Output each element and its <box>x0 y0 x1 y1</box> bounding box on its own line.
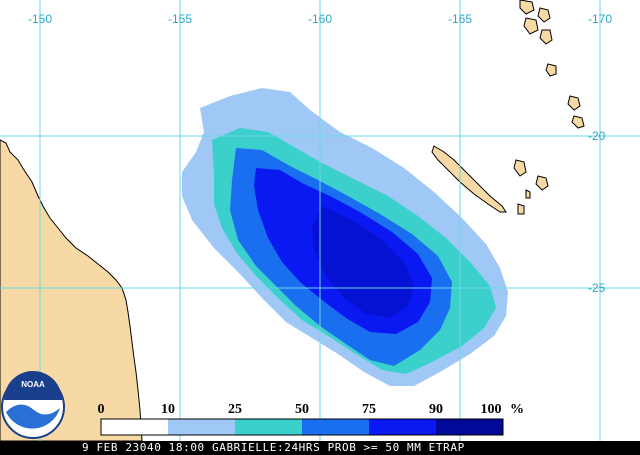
legend-value: 10 <box>161 402 175 417</box>
legend-color-box <box>369 419 436 435</box>
latitude-labels: -20 -25 <box>588 129 606 295</box>
legend-color-box <box>168 419 235 435</box>
footer-bar: 9 FEB 23040 18:00 GABRIELLE:24HRS PROB >… <box>0 441 640 455</box>
legend-value: 100 <box>481 402 502 417</box>
legend-unit: % <box>510 402 524 417</box>
legend-color-box <box>302 419 369 435</box>
lon-label: -155 <box>168 12 192 26</box>
lat-label: -25 <box>588 281 606 295</box>
small-islands <box>513 0 585 215</box>
graticule-lines <box>0 0 640 441</box>
legend-value: 25 <box>228 402 242 417</box>
australia-land <box>0 139 143 442</box>
legend-value: 90 <box>429 402 443 417</box>
legend-color-box <box>436 419 503 435</box>
prob-band-90 <box>312 206 414 318</box>
longitude-labels: -150 -155 -160 -165 -170 <box>28 12 612 26</box>
lon-label: -170 <box>588 12 612 26</box>
legend-color-box <box>101 419 168 435</box>
legend-value: 50 <box>295 402 309 417</box>
legend: 0 10 25 50 75 90 100 % <box>98 402 524 436</box>
prob-band-75 <box>254 168 432 334</box>
lon-label: -160 <box>308 12 332 26</box>
legend-value: 75 <box>362 402 376 417</box>
lat-label: -20 <box>588 129 606 143</box>
legend-value: 0 <box>98 402 105 417</box>
noaa-logo-text: NOAA <box>21 380 45 389</box>
noaa-logo: NOAA <box>1 371 65 439</box>
footer-caption: 9 FEB 23040 18:00 GABRIELLE:24HRS PROB >… <box>82 441 465 454</box>
legend-color-box <box>235 419 302 435</box>
lon-label: -165 <box>448 12 472 26</box>
lon-label: -150 <box>28 12 52 26</box>
